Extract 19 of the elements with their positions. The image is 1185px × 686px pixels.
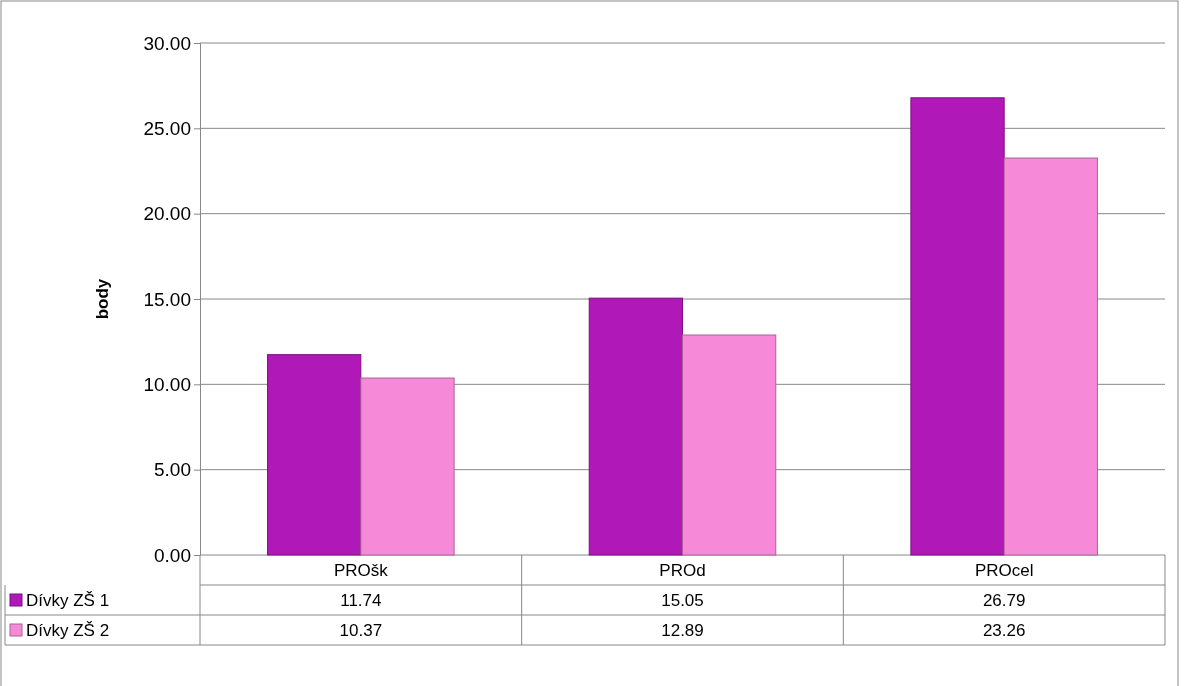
x-tick-label: PROcel	[974, 560, 1034, 580]
y-tick-label: 10.00	[143, 373, 191, 395]
data-label: 11.74	[340, 590, 382, 610]
legend-label: Dívky ZŠ 2	[26, 620, 110, 640]
y-tick-label: 15.00	[143, 288, 191, 310]
data-label: 10.37	[339, 620, 383, 640]
data-label: 12.89	[661, 620, 704, 640]
data-label: 23.26	[982, 620, 1026, 640]
legend-label: Dívky ZŠ 1	[26, 590, 110, 610]
y-tick-label: 25.00	[143, 117, 191, 139]
data-label: 26.79	[982, 590, 1026, 610]
y-tick-label: 20.00	[143, 203, 191, 225]
y-tick-label: 0.00	[154, 544, 191, 566]
x-tick-label: PROšk	[333, 560, 389, 580]
y-tick-label: 30.00	[143, 32, 191, 54]
y-axis-title: body	[93, 278, 112, 320]
data-label: 15.05	[661, 590, 704, 610]
x-tick-label: PROd	[659, 560, 706, 580]
y-tick-label: 5.00	[154, 459, 191, 481]
